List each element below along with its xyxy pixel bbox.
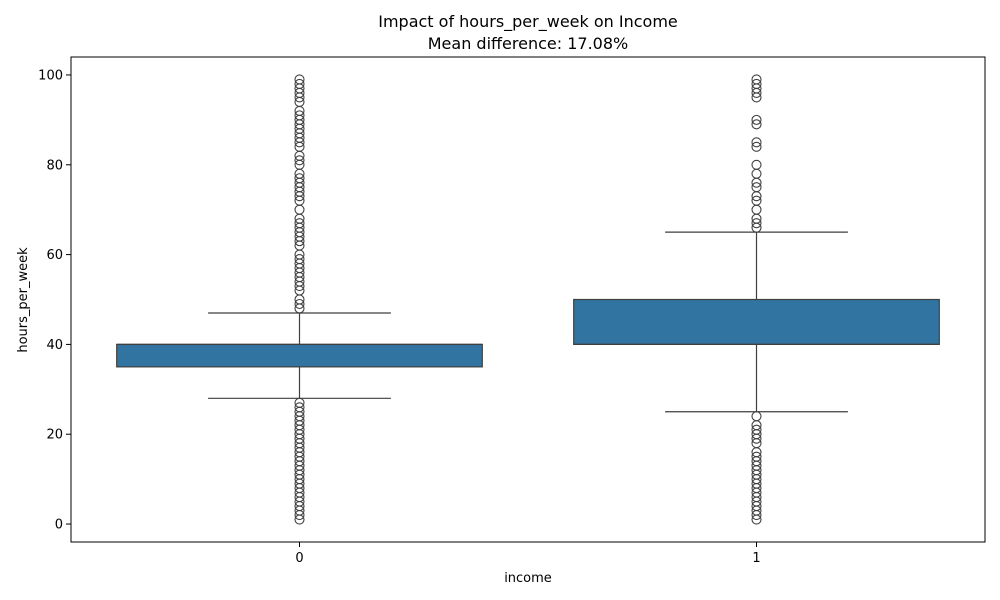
outlier-point	[294, 74, 305, 85]
outlier-point	[751, 182, 762, 193]
outlier-point	[294, 110, 305, 121]
outlier-point	[294, 78, 305, 89]
outlier-point	[751, 204, 762, 215]
outlier-point	[751, 168, 762, 179]
y-tick-label: 20	[46, 428, 63, 443]
chart-subtitle: Mean difference: 17.08%	[428, 34, 628, 53]
outlier-point	[294, 218, 305, 229]
box-iqr	[116, 343, 483, 368]
plot-area-frame	[70, 56, 986, 543]
y-axis: 0 20 40 60 80 100	[38, 68, 71, 533]
outlier-point	[294, 298, 305, 310]
y-tick-label: 40	[46, 338, 63, 353]
y-axis-label: hours_per_week	[16, 247, 31, 353]
outlier-point	[751, 119, 762, 130]
box-group-1	[573, 74, 940, 525]
outlier-point	[294, 397, 305, 408]
outlier-point	[751, 451, 762, 462]
outlier-point	[294, 173, 305, 184]
chart-title: Impact of hours_per_week on Income	[378, 12, 678, 32]
outlier-point	[751, 78, 762, 89]
outlier-point	[294, 155, 305, 166]
outlier-point	[751, 74, 762, 85]
box-group-0	[116, 74, 483, 525]
outlier-point	[751, 411, 762, 422]
outlier-point	[751, 195, 762, 206]
y-tick-label: 80	[46, 158, 63, 173]
x-tick-label: 0	[295, 551, 303, 566]
box-iqr	[573, 298, 940, 346]
y-tick-label: 60	[46, 248, 63, 263]
outlier-point	[751, 159, 762, 170]
outlier-point	[751, 218, 762, 229]
x-axis-label: income	[504, 571, 552, 586]
outlier-point	[751, 137, 762, 148]
boxes-layer	[116, 74, 940, 525]
outlier-point	[294, 402, 305, 413]
outlier-point	[294, 254, 305, 265]
y-tick-label: 100	[38, 68, 63, 83]
outlier-point	[751, 424, 762, 435]
x-tick-label: 1	[752, 551, 760, 566]
outlier-point	[751, 141, 762, 152]
outlier-point	[751, 114, 762, 125]
y-tick-label: 0	[55, 518, 63, 533]
outlier-point	[294, 204, 305, 215]
